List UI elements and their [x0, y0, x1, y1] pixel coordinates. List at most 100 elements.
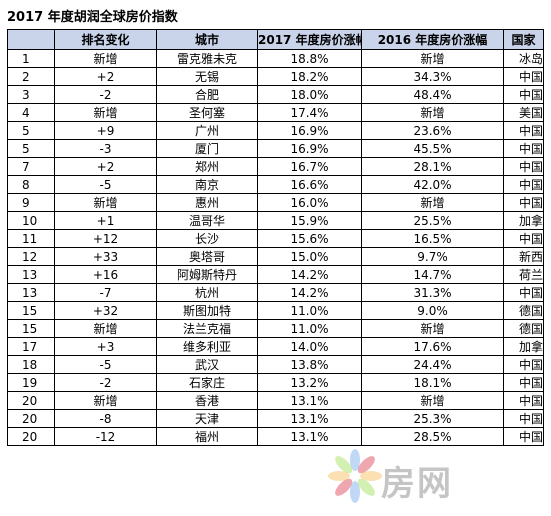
watermark-petal	[350, 481, 360, 503]
cell-rank-change: +9	[54, 121, 157, 140]
cell-rank: 15	[7, 319, 55, 338]
cell-city: 维多利亚	[156, 337, 258, 356]
cell-country: 中国	[503, 193, 544, 212]
header-rank-change: 排名变化	[54, 29, 157, 50]
header-row: 排名变化 城市 2017 年度房价涨幅 2016 年度房价涨幅 国家	[7, 29, 544, 50]
cell-growth-2016: 18.1%	[361, 373, 504, 392]
cell-rank-change: -5	[54, 355, 157, 374]
cell-rank: 5	[7, 121, 55, 140]
cell-country: 中国	[503, 157, 544, 176]
cell-rank-change: 新增	[54, 49, 157, 68]
cell-city: 法兰克福	[156, 319, 258, 338]
cell-country: 中国	[503, 175, 544, 194]
table-row: 13 +16 阿姆斯特丹 14.2% 14.7% 荷兰	[7, 265, 544, 284]
table-row: 4 新增 圣何塞 17.4% 新增 美国	[7, 103, 544, 122]
table-body: 1 新增 雷克雅未克 18.8% 新增 冰岛 2 +2 无锡 18.2% 34.3% 中国 3 -2 合肥 1…	[7, 49, 544, 446]
cell-rank: 12	[7, 247, 55, 266]
cell-growth-2017: 14.2%	[257, 283, 362, 302]
cell-rank-change: -7	[54, 283, 157, 302]
cell-country: 中国	[503, 373, 544, 392]
cell-country: 德国	[503, 301, 544, 320]
cell-growth-2016: 48.4%	[361, 85, 504, 104]
cell-city: 福州	[156, 427, 258, 446]
cell-rank: 2	[7, 67, 55, 86]
cell-rank-change: +32	[54, 301, 157, 320]
watermark-petal	[335, 456, 353, 474]
cell-city: 武汉	[156, 355, 258, 374]
cell-city: 合肥	[156, 85, 258, 104]
header-rank	[7, 29, 55, 50]
cell-city: 温哥华	[156, 211, 258, 230]
watermark-logo-icon	[328, 449, 382, 503]
cell-rank: 4	[7, 103, 55, 122]
cell-rank: 15	[7, 301, 55, 320]
cell-rank: 13	[7, 265, 55, 284]
cell-growth-2016: 28.5%	[361, 427, 504, 446]
house-price-index-table: 排名变化 城市 2017 年度房价涨幅 2016 年度房价涨幅 国家 1 新增 雷克…	[7, 29, 544, 446]
cell-country: 新西兰	[503, 247, 544, 266]
cell-country: 美国	[503, 103, 544, 122]
cell-city: 奥塔哥	[156, 247, 258, 266]
cell-rank: 20	[7, 409, 55, 428]
cell-rank-change: +16	[54, 265, 157, 284]
cell-rank-change: -2	[54, 85, 157, 104]
cell-rank-change: +3	[54, 337, 157, 356]
table-row: 5 -3 厦门 16.9% 45.5% 中国	[7, 139, 544, 158]
cell-city: 郑州	[156, 157, 258, 176]
cell-rank: 1	[7, 49, 55, 68]
cell-growth-2017: 18.0%	[257, 85, 362, 104]
cell-growth-2016: 42.0%	[361, 175, 504, 194]
watermark-petal	[335, 478, 353, 496]
cell-growth-2017: 15.6%	[257, 229, 362, 248]
cell-country: 中国	[503, 427, 544, 446]
cell-city: 厦门	[156, 139, 258, 158]
cell-city: 广州	[156, 121, 258, 140]
cell-country: 中国	[503, 355, 544, 374]
cell-growth-2016: 25.3%	[361, 409, 504, 428]
table-row: 20 新增 香港 13.1% 新增 中国	[7, 391, 544, 410]
cell-rank: 10	[7, 211, 55, 230]
cell-growth-2016: 新增	[361, 319, 504, 338]
cell-growth-2017: 15.9%	[257, 211, 362, 230]
cell-growth-2016: 24.4%	[361, 355, 504, 374]
cell-rank: 8	[7, 175, 55, 194]
cell-growth-2016: 新增	[361, 193, 504, 212]
table-row: 13 -7 杭州 14.2% 31.3% 中国	[7, 283, 544, 302]
cell-city: 天津	[156, 409, 258, 428]
watermark-petal	[360, 471, 382, 481]
cell-growth-2017: 16.9%	[257, 121, 362, 140]
watermark-text: 房网	[381, 464, 453, 504]
cell-city: 雷克雅未克	[156, 49, 258, 68]
cell-country: 中国	[503, 121, 544, 140]
cell-city: 石家庄	[156, 373, 258, 392]
cell-growth-2017: 13.8%	[257, 355, 362, 374]
cell-growth-2016: 9.0%	[361, 301, 504, 320]
cell-rank: 20	[7, 427, 55, 446]
header-2016-growth: 2016 年度房价涨幅	[361, 29, 504, 50]
cell-rank: 20	[7, 391, 55, 410]
cell-rank: 3	[7, 85, 55, 104]
cell-growth-2016: 9.7%	[361, 247, 504, 266]
cell-country: 德国	[503, 319, 544, 338]
cell-country: 冰岛	[503, 49, 544, 68]
table-row: 5 +9 广州 16.9% 23.6% 中国	[7, 121, 544, 140]
header-country: 国家	[503, 29, 544, 50]
cell-rank: 9	[7, 193, 55, 212]
cell-country: 加拿大	[503, 337, 544, 356]
cell-city: 斯图加特	[156, 301, 258, 320]
cell-growth-2016: 45.5%	[361, 139, 504, 158]
table-row: 15 新增 法兰克福 11.0% 新增 德国	[7, 319, 544, 338]
cell-rank: 19	[7, 373, 55, 392]
cell-country: 中国	[503, 409, 544, 428]
watermark-petal	[357, 456, 375, 474]
cell-rank-change: +2	[54, 67, 157, 86]
table-row: 1 新增 雷克雅未克 18.8% 新增 冰岛	[7, 49, 544, 68]
cell-country: 中国	[503, 283, 544, 302]
cell-growth-2017: 14.2%	[257, 265, 362, 284]
cell-growth-2017: 13.1%	[257, 427, 362, 446]
cell-city: 香港	[156, 391, 258, 410]
cell-growth-2017: 14.0%	[257, 337, 362, 356]
watermark-petal	[350, 449, 360, 471]
